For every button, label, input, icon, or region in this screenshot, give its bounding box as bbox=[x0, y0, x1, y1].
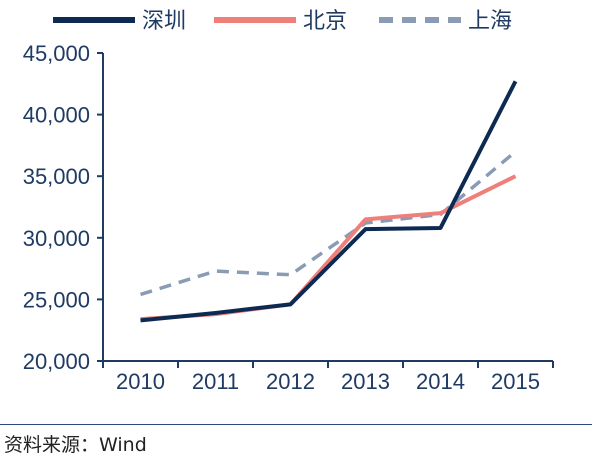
line-chart: 深圳 北京 上海 20,000 25,000 30,000 35,000 40,000 45,… bbox=[23, 9, 554, 394]
y-tick-label: 20,000 bbox=[23, 349, 90, 374]
series-lines bbox=[139, 80, 518, 323]
y-tick-label: 25,000 bbox=[23, 287, 90, 312]
series-line-1 bbox=[140, 80, 518, 323]
legend-label-1: 深圳 bbox=[142, 9, 186, 34]
x-tick-label: 2015 bbox=[491, 369, 540, 394]
x-tick-label: 2014 bbox=[416, 369, 465, 394]
y-tick-label: 45,000 bbox=[23, 41, 90, 66]
axes: 20,000 25,000 30,000 35,000 40,000 45,000 2010… bbox=[23, 41, 554, 394]
x-tick-label: 2012 bbox=[266, 369, 315, 394]
y-tick-label: 40,000 bbox=[23, 103, 90, 128]
series-line-3 bbox=[139, 150, 517, 297]
footer-divider bbox=[0, 424, 592, 425]
x-tick-label: 2010 bbox=[116, 369, 165, 394]
y-tick-label: 30,000 bbox=[23, 226, 90, 251]
x-tick-label: 2011 bbox=[192, 369, 239, 394]
legend-label-2: 北京 bbox=[303, 9, 347, 34]
legend: 深圳 北京 上海 bbox=[53, 9, 512, 34]
source-note: 资料来源：Wind bbox=[4, 434, 147, 456]
y-tick-label: 35,000 bbox=[23, 164, 90, 189]
x-tick-label: 2013 bbox=[341, 369, 390, 394]
legend-label-3: 上海 bbox=[468, 9, 512, 34]
